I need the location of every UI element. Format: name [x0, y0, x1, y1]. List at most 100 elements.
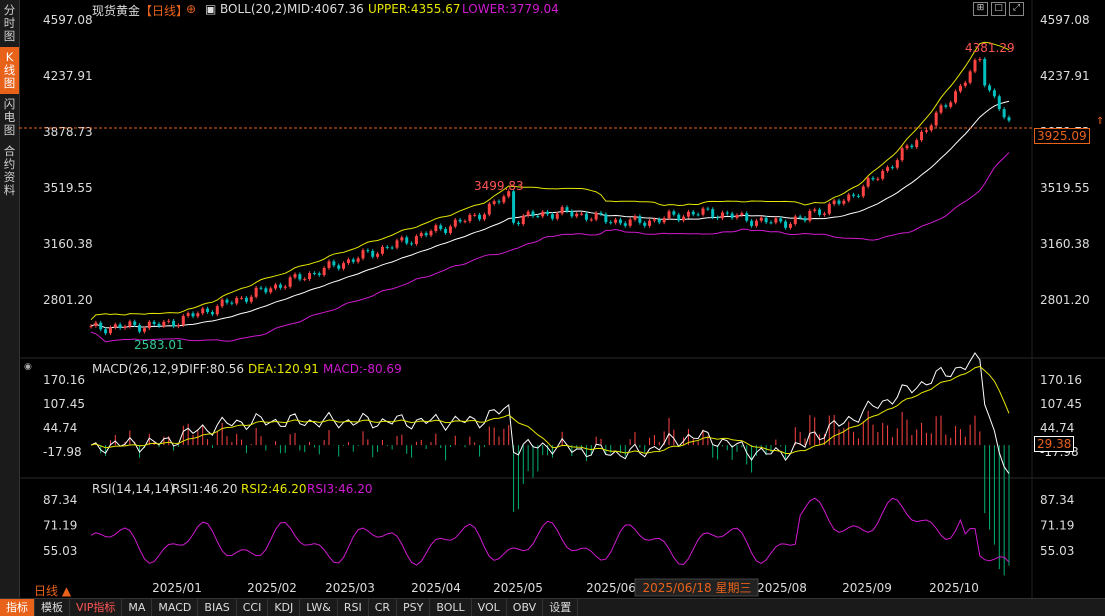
candle-body [672, 211, 676, 215]
period-selector[interactable]: 日线 ▲ [34, 584, 72, 598]
candle-body [550, 214, 554, 219]
price-tick-label: 3519.55 [1040, 181, 1090, 195]
candle-body [920, 131, 924, 141]
cursor-date-box [634, 578, 759, 597]
candle-body [677, 214, 681, 221]
toolbar-item-11[interactable]: PSY [397, 599, 431, 616]
indicator-toolbar: 指标 模板 VIP指标 MA MACD BIAS CCI KDJ LW& RSI CR PSY BOLL… [0, 598, 1105, 616]
month-label: 2025/09 [842, 581, 892, 595]
tab-timeshare[interactable]: 分时图 [3, 3, 16, 43]
candle-body [696, 214, 700, 216]
candle-body [264, 288, 268, 293]
indicator-switch-icon[interactable]: ▣ [205, 2, 217, 16]
candle-body [584, 213, 588, 220]
candle-body [837, 200, 841, 204]
restore-icon[interactable]: □ [991, 2, 1006, 16]
month-label: 2025/05 [493, 581, 543, 595]
candle-body [448, 226, 452, 233]
candle-body [172, 320, 176, 327]
macd-tick-label-left: 170.16 [43, 373, 85, 387]
toolbar-item-3[interactable]: MA [122, 599, 153, 616]
toolbar-item-10[interactable]: CR [369, 599, 398, 616]
toolbar-item-15[interactable]: 设置 [543, 599, 579, 616]
candle-body [604, 214, 608, 223]
candle-body [818, 209, 822, 215]
macd-tick-label: 170.16 [1040, 373, 1082, 387]
grid-icon[interactable]: ⊞ [973, 2, 988, 16]
candle-body [147, 321, 151, 329]
toolbar-item-2[interactable]: VIP指标 [70, 599, 123, 616]
panel-settings-icon[interactable]: ◉ [24, 362, 32, 372]
candle-body [788, 223, 792, 228]
candle-body [716, 217, 720, 219]
candle-body [332, 261, 336, 266]
candle-body [575, 213, 579, 217]
candle-body [633, 216, 637, 220]
toolbar-item-6[interactable]: CCI [237, 599, 269, 616]
candle-body [167, 320, 171, 322]
toolbar-item-4[interactable]: MACD [152, 599, 199, 616]
add-icon[interactable]: ⊕ [186, 2, 197, 16]
candle-body [424, 233, 428, 236]
candle-body [94, 322, 98, 326]
candle-body [594, 212, 598, 220]
candle-body [798, 216, 802, 218]
candle-body [754, 220, 758, 226]
toolbar-item-12[interactable]: BOLL [430, 599, 472, 616]
candle-body [623, 223, 627, 226]
candle-body [808, 210, 812, 221]
candle-body [128, 321, 132, 327]
candle-body [648, 220, 652, 226]
candle-body [201, 308, 205, 314]
candle-body [905, 145, 909, 149]
candle-body [949, 102, 953, 107]
tab-kline[interactable]: K线图 [0, 47, 19, 94]
chart-canvas[interactable]: 4597.08 4237.91 3878.73 3519.55 3160.38 2801.… [19, 0, 1105, 598]
candle-body [133, 321, 137, 326]
candle-body [516, 222, 520, 225]
scroll-up-icon[interactable]: ⇑ [1096, 116, 1105, 127]
candle-body [886, 167, 890, 171]
candle-body [570, 211, 574, 217]
toolbar-item-8[interactable]: LW& [300, 599, 338, 616]
candle-body [502, 196, 506, 203]
tab-flash[interactable]: 闪电图 [3, 97, 16, 137]
price-tick-label-left: 2801.20 [43, 293, 93, 307]
candle-body [376, 253, 380, 257]
rsi-tick-label: 55.03 [1040, 544, 1074, 558]
candle-body [701, 208, 705, 215]
toolbar-item-13[interactable]: VOL [472, 599, 507, 616]
toolbar-item-0[interactable]: 指标 [0, 599, 35, 616]
candle-body [512, 191, 516, 223]
price-tick-label-left: 4597.08 [43, 13, 93, 27]
candle-body [322, 267, 326, 276]
candle-body [181, 315, 185, 326]
candle-body [847, 194, 851, 201]
candle-body [589, 219, 593, 221]
toolbar-item-7[interactable]: KDJ [268, 599, 301, 616]
candle-body [934, 112, 938, 126]
tab-contract-info[interactable]: 合约资料 [3, 144, 16, 197]
candle-body [667, 211, 671, 219]
candle-body [1002, 109, 1006, 118]
toolbar-item-9[interactable]: RSI [338, 599, 369, 616]
candle-body [638, 216, 642, 223]
period-label: 【日线】 [140, 4, 189, 18]
candle-body [745, 213, 749, 221]
candle-body [861, 186, 865, 197]
toolbar-item-14[interactable]: OBV [507, 599, 544, 616]
toolbar-item-5[interactable]: BIAS [198, 599, 237, 616]
candle-body [711, 209, 715, 218]
candle-body [108, 327, 112, 334]
rsi-tick-label-left: 55.03 [43, 544, 77, 558]
toolbar-item-1[interactable]: 模板 [35, 599, 70, 616]
boll-indicator-name[interactable]: BOLL(20,2) [220, 2, 287, 16]
candle-body [580, 213, 584, 215]
candle-body [303, 279, 307, 281]
candle-body [720, 212, 724, 219]
rsi-tick-label: 87.34 [1040, 493, 1074, 507]
candle-body [337, 265, 341, 269]
macd-indicator-name[interactable]: MACD(26,12,9) [92, 362, 184, 376]
rsi-indicator-name[interactable]: RSI(14,14,14) [92, 482, 175, 496]
fullscreen-icon[interactable]: ⤢ [1009, 2, 1024, 16]
